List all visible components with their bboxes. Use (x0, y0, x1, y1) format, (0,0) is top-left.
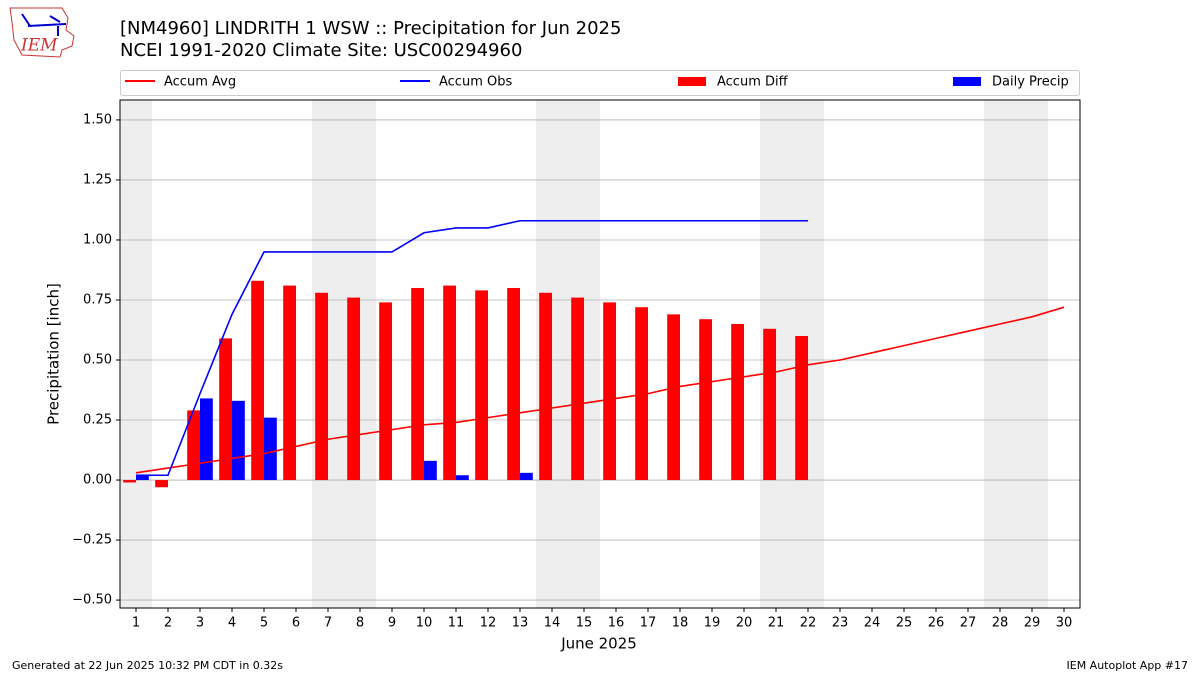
x-tick-label: 6 (292, 616, 300, 631)
legend-label: Accum Obs (439, 75, 512, 90)
bar (443, 285, 456, 481)
x-tick-label: 28 (992, 616, 1009, 631)
legend-label: Accum Avg (164, 75, 236, 90)
chart-title: [NM4960] LINDRITH 1 WSW :: Precipitation… (120, 18, 621, 39)
x-tick-label: 25 (896, 616, 913, 631)
x-tick-label: 22 (800, 616, 817, 631)
y-tick-label: 0.25 (83, 413, 112, 428)
bar (200, 398, 213, 481)
y-tick-label: 0.50 (83, 353, 112, 368)
logo-glyph (21, 13, 67, 36)
x-tick-label: 9 (388, 616, 396, 631)
line (135, 306, 1065, 474)
footer-left: Generated at 22 Jun 2025 10:32 PM CDT in… (12, 659, 283, 672)
x-tick-label: 16 (608, 616, 625, 631)
bar (731, 323, 744, 481)
y-axis-label: Precipitation [inch] (45, 283, 63, 425)
footer-right: IEM Autoplot App #17 (1067, 659, 1189, 672)
x-tick-label: 24 (864, 616, 881, 631)
bar (539, 292, 552, 481)
x-tick-label: 4 (228, 616, 236, 631)
x-tick-label: 15 (576, 616, 593, 631)
logo-text: IEM (20, 36, 58, 56)
y-tick-label: 0.00 (83, 473, 112, 488)
x-axis-label: June 2025 (560, 635, 637, 653)
x-tick-label: 13 (512, 616, 529, 631)
bar (379, 302, 392, 481)
line (136, 219, 808, 477)
y-tick-label: 1.25 (83, 172, 112, 187)
x-tick-label: 27 (960, 616, 977, 631)
x-tick-label: 18 (672, 616, 689, 631)
chart-subtitle: NCEI 1991-2020 Climate Site: USC00294960 (120, 40, 522, 61)
bar (136, 475, 149, 481)
bar (699, 319, 712, 481)
x-tick-label: 2 (164, 616, 172, 631)
x-tick-label: 10 (416, 616, 433, 631)
bar (347, 297, 360, 481)
weekend-shade (120, 100, 152, 608)
x-tick-label: 12 (480, 616, 497, 631)
x-tick-label: 11 (448, 616, 465, 631)
bar (507, 287, 520, 481)
bar (411, 287, 424, 481)
x-tick-label: 26 (928, 616, 945, 631)
y-tick-label: 0.75 (83, 292, 112, 307)
bar (123, 480, 136, 483)
x-tick-label: 29 (1024, 616, 1041, 631)
bar (635, 307, 648, 481)
bar (520, 472, 533, 481)
y-tick-label: −0.25 (72, 533, 112, 548)
legend-label: Daily Precip (992, 75, 1069, 90)
x-tick-label: 8 (356, 616, 364, 631)
x-tick-label: 14 (544, 616, 561, 631)
legend-box (120, 70, 1080, 96)
bar (264, 417, 277, 481)
x-tick-label: 17 (640, 616, 657, 631)
x-tick-label: 21 (768, 616, 785, 631)
bar (424, 460, 437, 481)
plot-frame (119, 99, 1081, 609)
x-tick-label: 23 (832, 616, 849, 631)
x-tick-label: 20 (736, 616, 753, 631)
bar (315, 292, 328, 481)
bar (232, 400, 245, 481)
x-tick-label: 30 (1056, 616, 1073, 631)
y-tick-label: 1.50 (83, 112, 112, 127)
legend-swatch (953, 77, 981, 86)
bar (219, 338, 232, 481)
bar (667, 314, 680, 481)
x-tick-label: 3 (196, 616, 204, 631)
x-tick-label: 7 (324, 616, 332, 631)
bar (475, 290, 488, 481)
bar (571, 297, 584, 481)
weekend-shade (984, 100, 1048, 608)
x-tick-label: 5 (260, 616, 268, 631)
bar (155, 480, 168, 488)
bar (456, 475, 469, 481)
bar (795, 335, 808, 481)
bar (603, 302, 616, 481)
bar (763, 328, 776, 481)
logo: IEM (9, 7, 75, 58)
bar (283, 285, 296, 481)
bar (187, 410, 200, 481)
legend-swatch (678, 77, 706, 86)
legend-label: Accum Diff (717, 75, 789, 90)
y-tick-label: −0.50 (72, 593, 112, 608)
y-tick-label: 1.00 (83, 232, 112, 247)
x-tick-label: 19 (704, 616, 721, 631)
x-tick-label: 1 (132, 616, 140, 631)
bar (251, 280, 264, 481)
